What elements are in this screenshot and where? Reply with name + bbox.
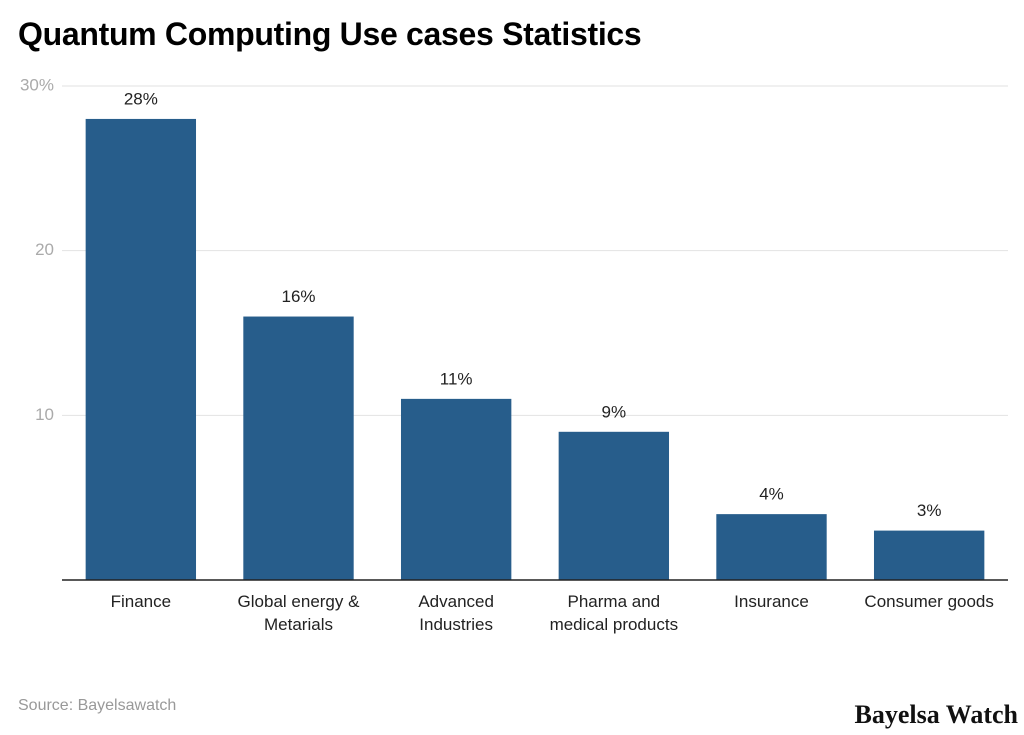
brand-logo: Bayelsa Watch (854, 700, 1018, 729)
data-label: 9% (602, 402, 627, 421)
bar (716, 514, 827, 580)
x-tick-label: Global energy & Metarials (237, 592, 360, 634)
y-tick-label: 10 (35, 405, 54, 424)
x-tick-label: Pharma and medical products (549, 592, 679, 634)
data-label: 3% (917, 501, 942, 520)
x-tick-label: Finance (110, 592, 172, 611)
y-tick-label: 20 (35, 240, 54, 259)
bar (400, 398, 512, 580)
x-tick-label: Consumer goods (864, 592, 994, 611)
bar (243, 316, 354, 580)
data-label: 28% (124, 89, 158, 108)
source-note: Source: Bayelsawatch (18, 697, 177, 714)
x-tick-label: Advanced Industries (418, 592, 494, 634)
data-label: 16% (281, 287, 315, 306)
data-label: 11% (440, 369, 473, 388)
bar (85, 118, 197, 580)
x-tick-label: Insurance (734, 592, 809, 611)
bar (873, 530, 985, 580)
y-tick-label: 30% (20, 75, 54, 94)
data-label: 4% (759, 485, 784, 504)
bar (558, 431, 670, 580)
chart-title: Quantum Computing Use cases Statistics (18, 16, 642, 52)
